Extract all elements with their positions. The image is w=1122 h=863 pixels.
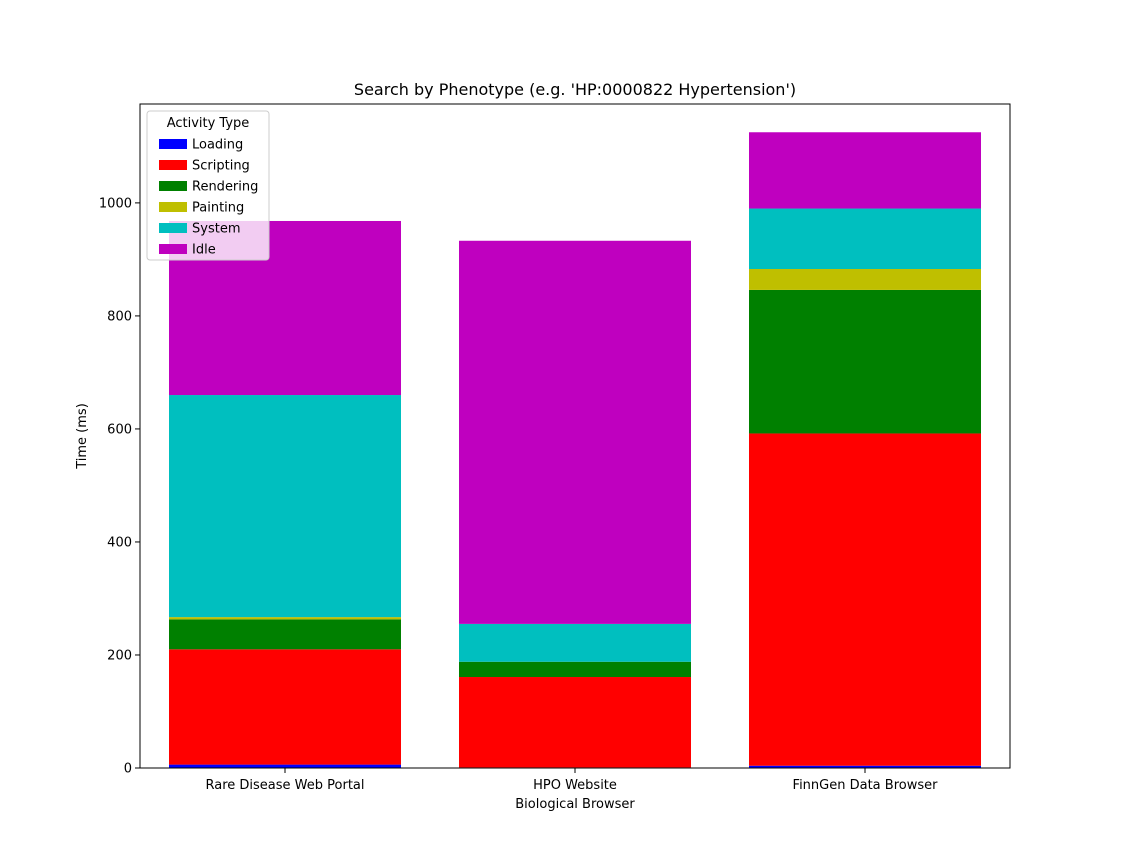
y-tick-label: 0 [124,762,132,777]
bar-segment-idle [459,240,691,624]
legend-swatch-loading [159,139,187,149]
legend-swatch-idle [159,244,187,254]
legend-swatch-painting [159,202,187,212]
y-axis-label: Time (ms) [75,403,90,470]
x-tick-label: HPO Website [533,778,617,793]
bar-segment-rendering [459,661,691,678]
chart-title: Search by Phenotype (e.g. 'HP:0000822 Hy… [354,80,796,99]
bar-segment-system [169,395,401,618]
x-axis-label: Biological Browser [515,797,635,812]
y-tick-label: 600 [107,422,132,437]
bar-segment-idle [749,132,981,209]
bar-segment-scripting [459,677,691,768]
bars-group [169,132,981,768]
y-axis: 0 200 400 600 800 1000 [99,196,140,777]
y-tick-label: 1000 [99,196,132,211]
bar-segment-system [749,208,981,270]
bar-segment-rendering [749,289,981,434]
legend-label-rendering: Rendering [192,180,258,195]
legend-swatch-system [159,223,187,233]
x-tick-label: Rare Disease Web Portal [206,778,365,793]
bar-segment-painting [749,269,981,290]
legend: Activity Type Loading Scripting Rendering Pa… [146,110,270,261]
legend-swatch-rendering [159,181,187,191]
y-tick-label: 200 [107,648,132,663]
y-tick-label: 400 [107,535,132,550]
legend-label-painting: Painting [192,201,244,216]
bar-segment-scripting [749,433,981,766]
legend-label-loading: Loading [192,138,243,153]
bar-segment-loading [749,765,981,768]
bar-segment-loading [169,764,401,768]
x-axis: Rare Disease Web Portal HPO Website FinnGe… [206,768,939,793]
bar-segment-rendering [169,619,401,650]
legend-swatch-scripting [159,160,187,170]
x-tick-label: FinnGen Data Browser [793,778,939,793]
y-tick-label: 800 [107,309,132,324]
legend-label-system: System [192,222,240,237]
legend-title: Activity Type [167,116,250,131]
bar-segment-system [459,623,691,662]
legend-label-idle: Idle [192,243,216,258]
legend-label-scripting: Scripting [192,159,250,174]
bar-segment-painting [169,617,401,620]
bar-segment-scripting [169,649,401,765]
